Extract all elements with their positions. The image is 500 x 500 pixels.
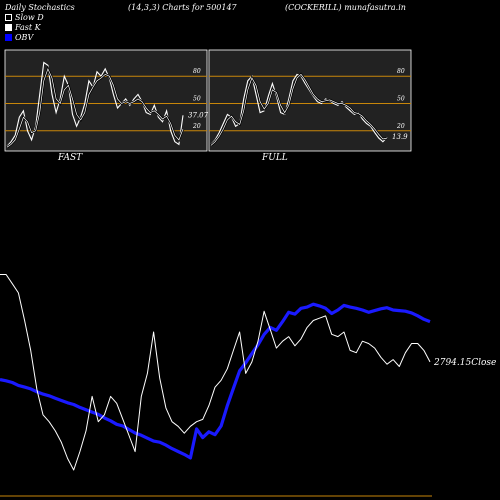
legend-swatch-fast-k: [5, 24, 12, 31]
tick-label-full-50: 50: [397, 96, 405, 103]
series-line-full-slow-d: [210, 73, 388, 146]
site-label: (COCKERILL) munafasutra.in: [285, 3, 406, 12]
legend-swatch-obv: [5, 34, 12, 41]
legend-fast-k: Fast K: [5, 23, 41, 32]
series-line-fast-fast-k: [6, 61, 184, 147]
legend-label-fast-k: Fast K: [15, 23, 41, 32]
legend-obv: OBV: [5, 33, 33, 42]
tick-label-fast-80: 80: [193, 68, 201, 75]
tick-label-full-80: 80: [397, 68, 405, 75]
series-line-close: [0, 274, 431, 471]
series-line-obv: [0, 302, 431, 460]
last-value-label-fast: 37.07: [188, 111, 209, 119]
panel-label-fast: FAST: [58, 153, 83, 163]
tick-label-full-20: 20: [396, 123, 405, 130]
last-value-label-full: 13.9: [392, 133, 408, 141]
legend-label-obv: OBV: [15, 33, 34, 42]
legend-slow-d: Slow D: [5, 13, 44, 22]
tick-label-fast-50: 50: [193, 96, 201, 103]
legend-swatch-slow-d: [5, 14, 12, 21]
legend-label-slow-d: Slow D: [15, 13, 44, 22]
series-line-fast-slow-d: [6, 67, 184, 148]
chart-title: Daily Stochastics: [5, 3, 75, 12]
chart-params: (14,3,3) Charts for 500147: [128, 3, 237, 12]
last-value-label-close: 2794.15Close: [433, 358, 496, 368]
panel-label-full: FULL: [262, 153, 288, 163]
tick-label-fast-20: 20: [192, 123, 201, 130]
